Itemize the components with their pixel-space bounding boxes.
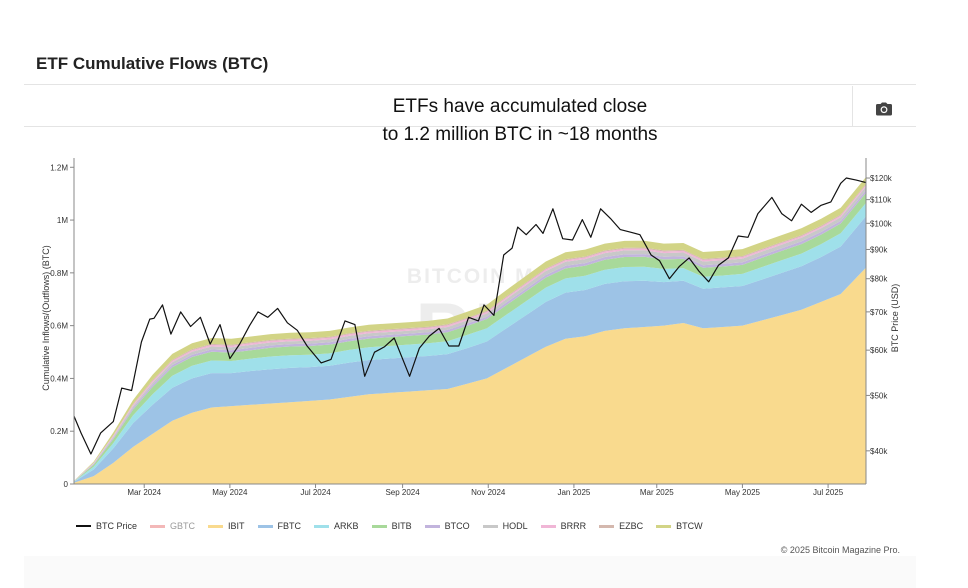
legend-swatch xyxy=(482,524,498,528)
header-divider xyxy=(24,84,916,85)
legend-label: BTCO xyxy=(444,521,470,531)
y-tick-label: 1.2M xyxy=(50,163,68,172)
legend-swatch xyxy=(656,524,672,528)
page-title: ETF Cumulative Flows (BTC) xyxy=(36,54,269,73)
credits: © 2025 Bitcoin Magazine Pro. xyxy=(780,545,900,555)
legend-item-btco[interactable]: BTCO xyxy=(424,521,470,531)
legend-label: BITB xyxy=(391,521,412,531)
y-tick-label: 0.4M xyxy=(50,374,68,383)
x-tick-label: Jan 2025 xyxy=(557,488,590,497)
title-divider xyxy=(24,126,916,127)
chart-title-line-2: to 1.2 million BTC in ~18 months xyxy=(382,124,658,145)
legend-swatch xyxy=(257,524,273,528)
legend-label: FBTC xyxy=(277,521,302,531)
x-tick-label: Jul 2024 xyxy=(300,488,331,497)
y-tick-label: 1M xyxy=(57,216,68,225)
y-tick-label: 0.6M xyxy=(50,322,68,331)
camera-icon[interactable] xyxy=(876,102,892,116)
toolbar-separator xyxy=(852,86,853,126)
legend-item-btcw[interactable]: BTCW xyxy=(656,521,703,531)
legend-label: ARKB xyxy=(334,521,359,531)
axes-layer: 0 0.2M 0.4M 0.6M 0.8M 1M 1.2M $40k $50k $60k $70k $… xyxy=(50,158,893,497)
legend-label: BTCW xyxy=(676,521,703,531)
y2-tick-label: $120k xyxy=(870,174,893,183)
y2-tick-label: $60k xyxy=(870,346,888,355)
legend-swatch xyxy=(540,524,556,528)
legend-swatch xyxy=(371,524,387,528)
legend-item-btc-price[interactable]: BTC Price xyxy=(76,521,137,531)
legend-swatch xyxy=(314,524,330,528)
area-layer xyxy=(74,177,866,484)
x-tick-label: Mar 2024 xyxy=(127,488,161,497)
x-tick-label: May 2024 xyxy=(212,488,248,497)
legend-item-bitb[interactable]: BITB xyxy=(371,521,412,531)
area-ibit xyxy=(74,267,866,484)
legend-item-arkb[interactable]: ARKB xyxy=(314,521,359,531)
footer-band xyxy=(24,556,916,588)
y-tick-label: 0 xyxy=(64,480,69,489)
legend: BTC Price GBTC IBIT FBTC ARKB BITB BTCO HODL BRR… xyxy=(76,521,716,531)
legend-item-ezbc[interactable]: EZBC xyxy=(599,521,643,531)
x-tick-label: Nov 2024 xyxy=(471,488,506,497)
legend-item-gbtc[interactable]: GBTC xyxy=(150,521,195,531)
legend-label: GBTC xyxy=(170,521,196,531)
legend-item-fbtc[interactable]: FBTC xyxy=(257,521,302,531)
y2-tick-label: $100k xyxy=(870,219,893,228)
area-fbtc xyxy=(74,216,866,483)
y-tick-label: 0.2M xyxy=(50,427,68,436)
legend-swatch xyxy=(599,524,615,528)
legend-swatch xyxy=(150,524,166,528)
x-tick-label: Mar 2025 xyxy=(640,488,674,497)
y-axis-title: Cumulative Inflows/(Outflows) (BTC) xyxy=(41,245,51,391)
legend-swatch xyxy=(424,524,440,528)
y2-tick-label: $70k xyxy=(870,308,888,317)
legend-swatch xyxy=(208,524,224,528)
legend-item-hodl[interactable]: HODL xyxy=(482,521,528,531)
x-tick-label: Sep 2024 xyxy=(385,488,420,497)
y2-tick-label: $80k xyxy=(870,275,888,284)
legend-label: BRRR xyxy=(560,521,587,531)
y2-axis-title: BTC Price (USD) xyxy=(890,284,900,353)
legend-label: EZBC xyxy=(619,521,644,531)
chart-title-line-1: ETFs have accumulated close xyxy=(392,96,648,117)
area-arkb xyxy=(74,202,866,482)
btc-price-line xyxy=(73,177,867,455)
x-tick-label: Jul 2025 xyxy=(813,488,844,497)
y2-tick-label: $40k xyxy=(870,447,888,456)
y2-tick-label: $90k xyxy=(870,245,888,254)
legend-item-brrr[interactable]: BRRR xyxy=(540,521,587,531)
y2-tick-label: $110k xyxy=(870,196,892,205)
legend-item-ibit[interactable]: IBIT xyxy=(208,521,245,531)
x-tick-label: May 2025 xyxy=(725,488,761,497)
legend-label: HODL xyxy=(502,521,528,531)
legend-label: BTC Price xyxy=(96,521,138,531)
y-tick-label: 0.8M xyxy=(50,269,68,278)
y2-tick-label: $50k xyxy=(870,391,888,400)
legend-label: IBIT xyxy=(228,521,245,531)
legend-swatch xyxy=(76,525,91,527)
area-bitb xyxy=(74,192,866,482)
